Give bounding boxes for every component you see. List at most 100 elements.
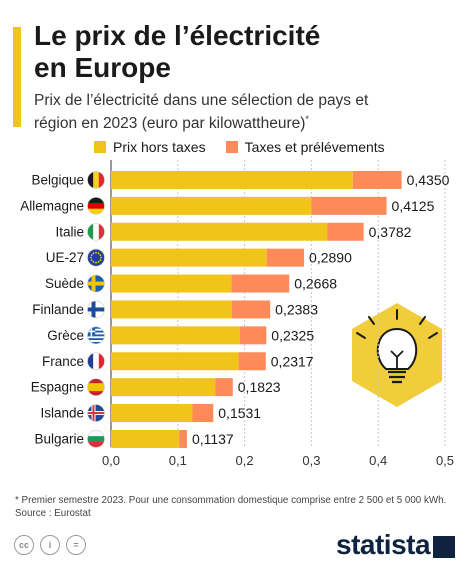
bar-base-price: [111, 429, 180, 448]
legend-swatch-tax: [225, 141, 238, 153]
by-icon[interactable]: i: [40, 535, 60, 555]
flag-outline: [87, 197, 105, 215]
flag-stripe: [87, 223, 94, 241]
flag-fill: [87, 300, 105, 318]
flag-stripe: [87, 383, 105, 392]
nd-icon[interactable]: =: [66, 535, 86, 555]
flag-outline: [87, 300, 105, 319]
flag-cross: [87, 307, 105, 312]
bar-base-price: [111, 326, 240, 345]
bar-taxes: [266, 248, 305, 267]
flag-star: [100, 256, 102, 259]
flag-stripe: [87, 197, 105, 204]
bar-chart: 0,0 0,1 0,2 0,3 0,4 0,5 Belgique 0,4350 Allemagn…: [20, 160, 454, 468]
x-tick-label: 0,0: [102, 453, 120, 468]
flag-stripe: [87, 441, 105, 448]
total-value-label: 0,2383: [275, 301, 318, 317]
flag-star: [90, 256, 92, 259]
total-value-label: 0,2325: [271, 327, 314, 343]
lightbulb-ray: [356, 332, 366, 339]
flag-star: [97, 261, 100, 263]
x-tick-label: 0,5: [436, 453, 454, 468]
flag-cross: [87, 281, 105, 286]
bar-base-price: [111, 274, 232, 293]
lightbulb-base: [388, 370, 406, 384]
flag-outline: [87, 352, 105, 371]
legend-swatch-base: [94, 141, 106, 153]
legend-item-tax: Taxes et prélévements: [225, 139, 385, 155]
flag-stripe: [93, 223, 100, 241]
subtitle-line-1: Prix de l’électricité dans une sélection…: [34, 92, 369, 109]
bar-taxes: [352, 170, 402, 189]
flag-stripe: [87, 341, 105, 344]
flag-finland-icon: [87, 300, 105, 319]
total-value-label: 0,1137: [192, 431, 234, 447]
statista-logo[interactable]: statista: [336, 529, 456, 561]
total-value-label: 0,2317: [271, 353, 314, 369]
flag-star: [97, 252, 100, 255]
flag-fill: [87, 197, 105, 215]
bar-taxes: [327, 222, 364, 241]
flag-stripe: [87, 332, 105, 335]
flag-outline: [87, 171, 105, 189]
flag-stripe: [87, 436, 105, 443]
flag-outline: [87, 222, 105, 241]
license-icons: cc i =: [14, 535, 92, 555]
flag-star: [99, 259, 102, 262]
category-label: Belgique: [31, 172, 84, 187]
brand-mark-icon: [433, 536, 456, 558]
subtitle-footnote-marker: *: [305, 114, 309, 124]
x-tick-label: 0,1: [169, 453, 187, 468]
footnote: * Premier semestre 2023. Pour une consom…: [15, 494, 446, 520]
flag-stripe: [87, 171, 94, 189]
chart-legend: Prix hors taxes Taxes et prélévements: [94, 139, 405, 155]
title-accent-bar: [13, 27, 21, 127]
flag-fill: [87, 352, 105, 370]
category-label: Finlande: [32, 302, 84, 317]
flag-star: [95, 261, 97, 264]
bar-base-price: [111, 352, 239, 371]
flag-stripe: [98, 171, 105, 189]
bar-taxes: [179, 429, 187, 448]
flag-stripe: [87, 336, 105, 339]
flag-stripe: [87, 338, 105, 341]
flag-fill: [87, 249, 105, 267]
bar-taxes: [239, 326, 267, 345]
bar-base-price: [111, 222, 328, 241]
flag-sweden-icon: [87, 274, 105, 293]
bar-taxes: [311, 196, 387, 215]
flag-stripe: [87, 328, 105, 331]
flag-fill: [87, 404, 105, 422]
lightbulb-glass: [376, 327, 418, 370]
flag-iceland-icon: [87, 404, 105, 422]
flag-outline: [87, 248, 105, 267]
category-label: Suède: [45, 276, 84, 291]
flag-greece-icon: [87, 326, 105, 345]
title-line-2: en Europe: [34, 52, 171, 83]
x-tick-label: 0,3: [302, 453, 320, 468]
bar-taxes: [231, 274, 290, 293]
legend-label-tax: Taxes et prélévements: [244, 139, 385, 155]
category-label: Allemagne: [20, 198, 84, 213]
category-label: France: [42, 354, 84, 369]
bar-base-price: [111, 404, 193, 423]
footnote-note: * Premier semestre 2023. Pour une consom…: [15, 495, 447, 506]
total-value-label: 0,2668: [294, 276, 337, 292]
flag-outline: [87, 274, 105, 293]
flag-outline: [87, 430, 105, 448]
flag-star: [90, 254, 93, 257]
subtitle-line-2: région en 2023 (euro par kilowattheure)*: [34, 110, 464, 133]
category-label: Bulgarie: [34, 431, 84, 446]
cc-icon[interactable]: cc: [14, 535, 34, 555]
flag-outline: [87, 326, 105, 345]
flag-eu-icon: [87, 248, 105, 267]
flag-spain-icon: [87, 378, 105, 396]
flag-stripe: [87, 352, 94, 370]
bar-base-price: [111, 196, 312, 215]
category-label: Italie: [55, 224, 84, 239]
flag-bulgaria-icon: [87, 430, 105, 448]
page-title: Le prix de l’électricité en Europe: [34, 20, 454, 84]
bar-taxes: [231, 300, 271, 319]
flag-bg: [87, 249, 105, 267]
flag-fill: [87, 326, 105, 344]
